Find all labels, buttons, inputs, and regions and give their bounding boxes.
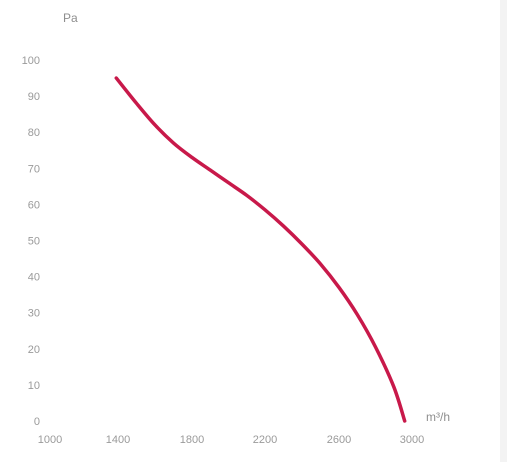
y-axis-unit-label: Pa bbox=[63, 11, 78, 25]
y-tick-label-50: 50 bbox=[28, 236, 40, 248]
x-tick-label-1000: 1000 bbox=[38, 434, 62, 446]
y-tick-label-90: 90 bbox=[28, 91, 40, 103]
x-tick-label-2600: 2600 bbox=[327, 434, 351, 446]
y-tick-label-80: 80 bbox=[28, 127, 40, 139]
x-tick-label-1800: 1800 bbox=[180, 434, 204, 446]
y-tick-label-100: 100 bbox=[22, 55, 40, 67]
right-edge-strip bbox=[500, 0, 507, 462]
y-tick-label-20: 20 bbox=[28, 344, 40, 356]
x-tick-label-3000: 3000 bbox=[400, 434, 424, 446]
y-tick-label-70: 70 bbox=[28, 163, 40, 175]
y-tick-label-0: 0 bbox=[34, 416, 40, 428]
x-axis-unit-label: m³/h bbox=[426, 410, 450, 424]
y-tick-label-60: 60 bbox=[28, 199, 40, 211]
y-tick-label-10: 10 bbox=[28, 380, 40, 392]
series-layer bbox=[114, 76, 407, 423]
x-tick-label-1400: 1400 bbox=[106, 434, 130, 446]
x-tick-label-2200: 2200 bbox=[253, 434, 277, 446]
y-axis-ticks: 0 10 20 30 40 50 60 70 80 90 100 bbox=[22, 55, 40, 428]
y-tick-label-40: 40 bbox=[28, 272, 40, 284]
series-line-0 bbox=[114, 76, 407, 423]
y-tick-label-30: 30 bbox=[28, 308, 40, 320]
x-axis-ticks: 1000 1400 1800 2200 2600 3000 bbox=[38, 434, 424, 446]
